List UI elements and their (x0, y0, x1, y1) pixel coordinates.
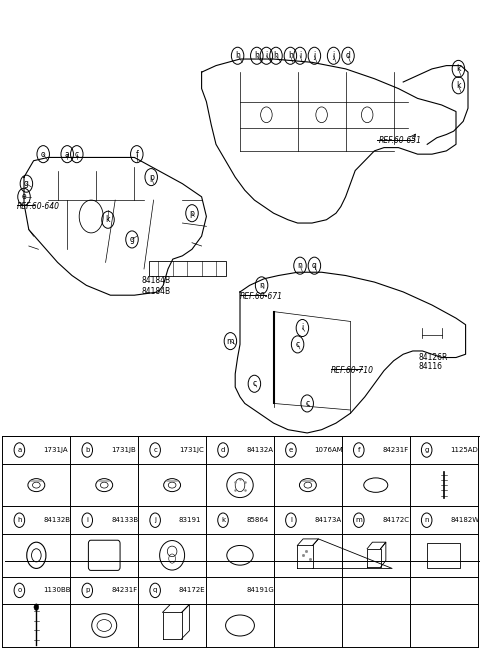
Text: i: i (299, 51, 301, 60)
Text: c: c (305, 399, 309, 408)
Text: REF.60-710: REF.60-710 (331, 366, 374, 375)
Text: REF.60-640: REF.60-640 (17, 202, 60, 211)
Text: 84172C: 84172C (383, 517, 409, 523)
Text: 84191G: 84191G (247, 587, 275, 594)
Text: REF.60-671: REF.60-671 (240, 292, 283, 301)
Text: h: h (17, 517, 22, 523)
Text: m: m (355, 517, 362, 523)
Text: j: j (313, 51, 315, 60)
Text: 84184B: 84184B (142, 276, 171, 285)
Text: e: e (289, 447, 293, 453)
Text: 84126R: 84126R (419, 353, 448, 362)
Text: 84116: 84116 (419, 361, 443, 371)
Text: a: a (17, 447, 22, 453)
Text: 1731JA: 1731JA (43, 447, 68, 453)
Text: g: g (24, 179, 29, 188)
Text: 84231F: 84231F (383, 447, 409, 453)
Text: 84132A: 84132A (247, 447, 274, 453)
Text: 84133B: 84133B (111, 517, 138, 523)
Bar (427, 543, 460, 568)
Text: n: n (424, 517, 429, 523)
Text: n: n (259, 281, 264, 290)
Text: 1731JB: 1731JB (111, 447, 136, 453)
Text: 84132B: 84132B (43, 517, 70, 523)
Text: j: j (333, 51, 335, 60)
Text: k: k (106, 215, 110, 224)
Text: h: h (254, 51, 259, 60)
Text: h: h (235, 51, 240, 60)
Text: 1125AD: 1125AD (450, 447, 478, 453)
Bar (149, 261, 226, 276)
Text: j: j (154, 517, 156, 523)
Text: d: d (346, 51, 350, 60)
Text: i: i (86, 517, 88, 523)
Text: b: b (85, 447, 89, 453)
Text: e: e (22, 192, 26, 201)
Text: o: o (41, 150, 46, 159)
Text: 84173A: 84173A (315, 517, 342, 523)
Text: h: h (288, 51, 293, 60)
Text: n: n (298, 261, 302, 270)
Text: q: q (153, 587, 157, 594)
Text: 1130BB: 1130BB (43, 587, 71, 594)
Text: d: d (221, 447, 225, 453)
Text: 1731JC: 1731JC (179, 447, 204, 453)
Text: 84184B: 84184B (142, 287, 171, 296)
Text: q: q (312, 261, 317, 270)
Text: c: c (252, 379, 256, 388)
Text: i: i (265, 51, 267, 60)
Text: g: g (130, 235, 134, 244)
Text: 84172E: 84172E (179, 587, 205, 594)
Text: m: m (227, 337, 234, 346)
Text: p: p (149, 173, 154, 182)
Circle shape (34, 604, 39, 610)
Text: 84182W: 84182W (450, 517, 480, 523)
Text: k: k (456, 64, 461, 73)
Text: i: i (301, 323, 303, 333)
Text: REF.60-651: REF.60-651 (379, 136, 422, 145)
Text: f: f (358, 447, 360, 453)
Text: f: f (135, 150, 138, 159)
Text: p: p (190, 209, 194, 218)
Text: c: c (75, 150, 79, 159)
Text: k: k (221, 517, 225, 523)
Text: l: l (290, 517, 292, 523)
Text: g: g (424, 447, 429, 453)
Text: k: k (456, 81, 461, 90)
Text: 1076AM: 1076AM (315, 447, 343, 453)
Text: c: c (153, 447, 157, 453)
Text: p: p (85, 587, 89, 594)
Text: 84231F: 84231F (111, 587, 137, 594)
Text: o: o (17, 587, 22, 594)
Text: 85864: 85864 (247, 517, 269, 523)
Text: 83191: 83191 (179, 517, 202, 523)
Text: h: h (274, 51, 278, 60)
Text: a: a (65, 150, 70, 159)
Text: c: c (296, 340, 300, 349)
